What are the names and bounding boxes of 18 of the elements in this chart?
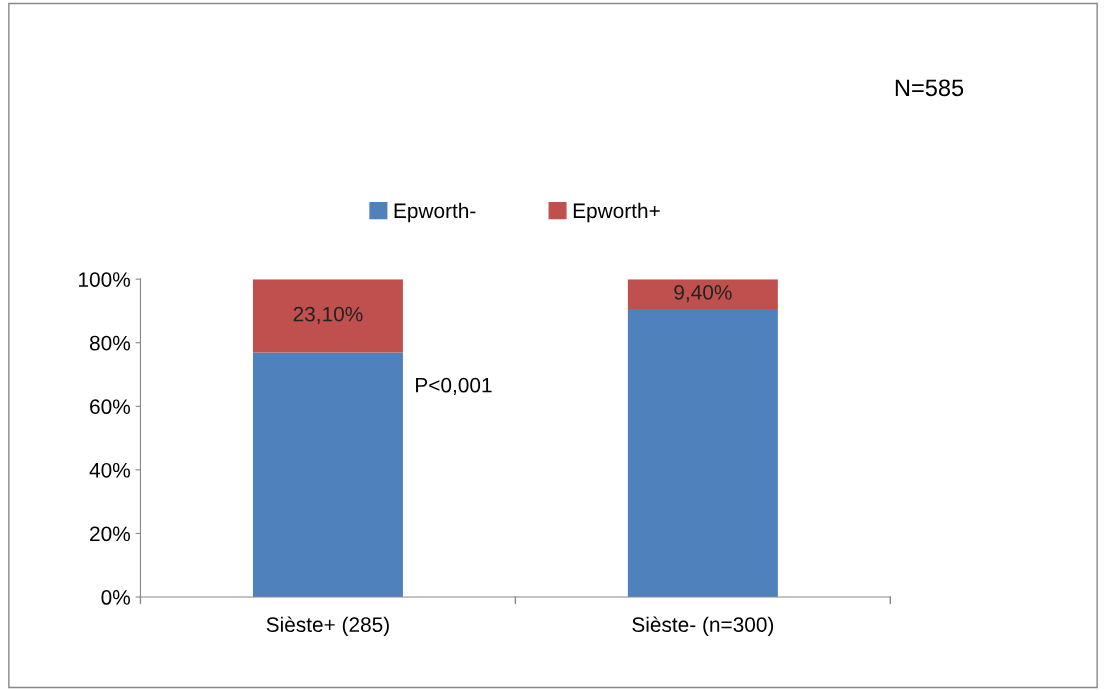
bar — [627, 309, 778, 598]
bar — [252, 352, 403, 598]
y-tick-label: 100% — [79, 272, 130, 287]
y-tick-label: 60% — [90, 399, 130, 415]
y-tick-label: 20% — [90, 526, 130, 542]
data-label: 9,40% — [674, 284, 732, 303]
data-label: 23,10% — [293, 306, 363, 324]
bar — [252, 279, 403, 353]
y-tick-label: 80% — [89, 335, 130, 351]
legend-label: Epworth- — [394, 202, 476, 223]
legend-label: Epworth+ — [573, 202, 660, 223]
text: N=585 — [895, 79, 964, 97]
x-tick-label: Sièste+ (285) — [266, 616, 389, 637]
x-tick-label: Sièste- (n=300) — [632, 616, 774, 637]
y-tick-label: 0% — [101, 590, 130, 605]
bar — [627, 279, 778, 310]
annotation: P<0,001 — [416, 377, 492, 396]
y-tick-label: 40% — [89, 462, 130, 478]
